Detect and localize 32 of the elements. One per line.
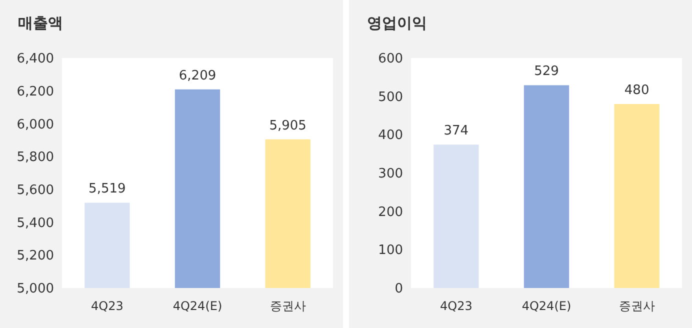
bar (434, 144, 479, 288)
y-tick-label: 6,400 (16, 52, 54, 67)
y-tick-label: 5,400 (16, 216, 54, 231)
y-tick-label: 0 (394, 282, 403, 297)
y-tick-label: 6,200 (16, 84, 54, 100)
x-tick-label: 4Q24(E) (522, 299, 572, 313)
data-label: 480 (624, 83, 650, 98)
y-tick-label: 200 (378, 204, 403, 220)
y-tick-label: 500 (378, 90, 403, 105)
y-tick-label: 5,800 (16, 150, 54, 166)
chart-title: 매출액 (18, 14, 63, 32)
bar (614, 104, 660, 288)
x-tick-label: 증권사 (618, 299, 655, 313)
y-tick-label: 300 (378, 166, 403, 182)
y-tick-label: 400 (378, 128, 403, 144)
data-label: 374 (444, 124, 469, 139)
x-tick-label: 증권사 (270, 299, 306, 313)
data-label: 5,519 (88, 182, 126, 197)
x-tick-label: 4Q23 (440, 299, 472, 313)
chart-title: 영업이익 (367, 14, 427, 32)
y-tick-label: 6,000 (16, 117, 54, 132)
x-tick-label: 4Q23 (90, 299, 124, 313)
data-label: 6,209 (178, 68, 216, 84)
data-label: 5,905 (269, 118, 306, 134)
bar (524, 85, 570, 288)
y-tick-label: 100 (378, 243, 403, 258)
y-tick-label: 5,000 (16, 282, 54, 297)
data-label: 529 (534, 64, 559, 80)
x-tick-label: 4Q24(E) (172, 299, 222, 313)
y-tick-label: 5,200 (16, 248, 54, 264)
y-tick-label: 5,600 (16, 182, 54, 198)
y-tick-label: 600 (378, 52, 403, 67)
